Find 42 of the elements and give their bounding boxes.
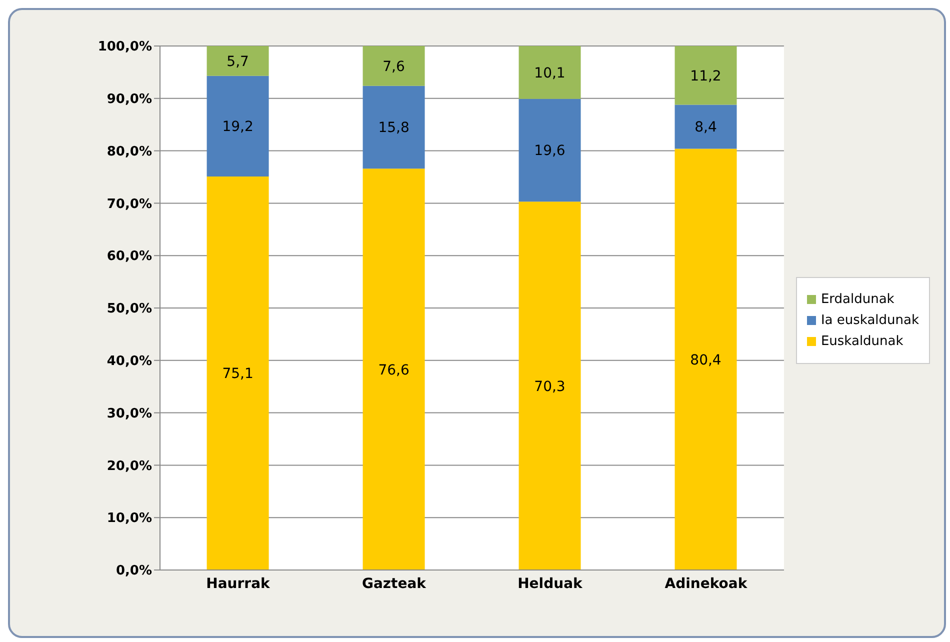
y-tick-label: 30,0% [106,406,152,422]
bar [518,202,581,570]
y-tick-label: 20,0% [106,458,152,474]
data-label: 19,2 [222,119,254,136]
data-label: 10,1 [534,65,566,82]
bar [206,176,269,570]
y-tick-label: 90,0% [106,92,152,108]
legend-label: Erdaldunak [820,292,894,306]
x-tick-label: Adinekoak [664,576,748,592]
bar [518,98,581,202]
x-tick-label: Gazteak [362,576,427,592]
legend-label: Ia euskaldunak [820,312,919,328]
bar [674,46,737,105]
bar [362,168,425,570]
x-tick-label: Helduak [518,576,584,592]
data-label: 11,2 [690,68,722,84]
bar [206,76,269,176]
data-label: 8,4 [694,120,717,136]
x-tick-label: Haurrak [206,576,271,592]
bar [362,86,425,169]
bar [362,46,425,86]
y-tick-label: 40,0% [106,354,152,370]
bar [674,148,737,570]
bar [674,104,737,149]
y-tick-label: 100,0% [98,40,152,55]
data-label: 80,4 [690,352,722,368]
data-label: 75,1 [222,366,254,382]
data-label: 76,6 [378,362,410,378]
bar [518,46,581,99]
y-tick-label: 60,0% [106,249,152,264]
data-label: 19,6 [534,143,566,160]
y-tick-label: 10,0% [106,511,152,526]
legend-label: Euskaldunak [820,334,904,348]
bar [206,46,269,76]
y-tick-label: 80,0% [106,144,152,160]
y-tick-label: 50,0% [106,302,152,317]
data-label: 15,8 [378,120,410,136]
y-tick-label: 70,0% [106,196,152,212]
data-label: 70,3 [534,378,566,395]
data-label: 7,6 [382,58,406,75]
data-label: 5,7 [226,54,249,70]
y-tick-label: 0,0% [116,564,152,579]
